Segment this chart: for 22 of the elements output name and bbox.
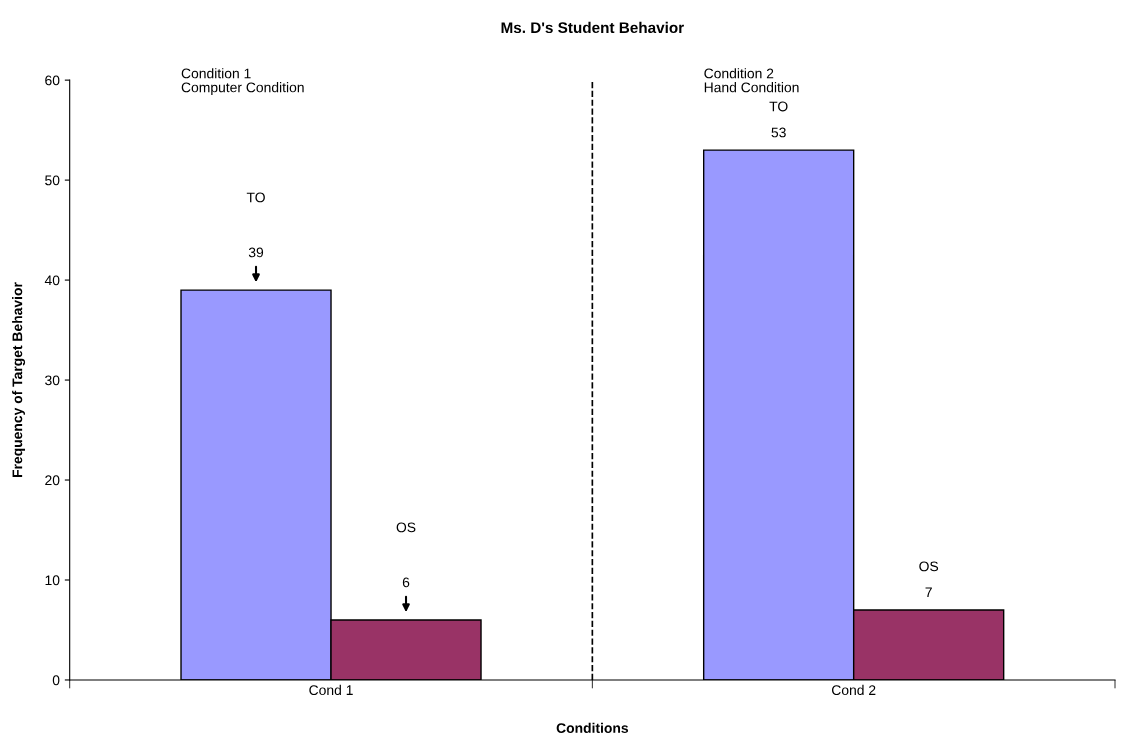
y-axis-title: Frequency of Target Behavior: [12, 282, 26, 478]
y-tick-label: 10: [45, 575, 60, 586]
text: TO: [769, 101, 788, 112]
x-axis-title: Conditions: [556, 722, 629, 733]
x-tick-label: Cond 2: [831, 684, 876, 696]
data-label: 7: [925, 587, 932, 598]
text: TO: [246, 192, 265, 203]
y-tick-label: 0: [52, 675, 60, 686]
y-tick-label: 30: [45, 375, 60, 386]
text: OS: [396, 522, 416, 533]
data-label: 39: [248, 247, 264, 258]
annotation: Condition 2 Hand Condition: [704, 68, 799, 93]
y-tick-label: 50: [45, 175, 60, 186]
annotation: Condition 1 Computer Condition: [181, 68, 304, 96]
y-tick-label: 40: [44, 275, 60, 286]
y-tick-label: 60: [45, 75, 60, 86]
text: OS: [919, 561, 939, 572]
chart-title: Ms. D's Student Behavior: [501, 21, 684, 34]
y-tick-label: 20: [45, 475, 60, 486]
data-label: 6: [402, 577, 410, 588]
x-tick-label: Cond 1: [309, 684, 353, 696]
data-label: 53: [771, 127, 786, 138]
